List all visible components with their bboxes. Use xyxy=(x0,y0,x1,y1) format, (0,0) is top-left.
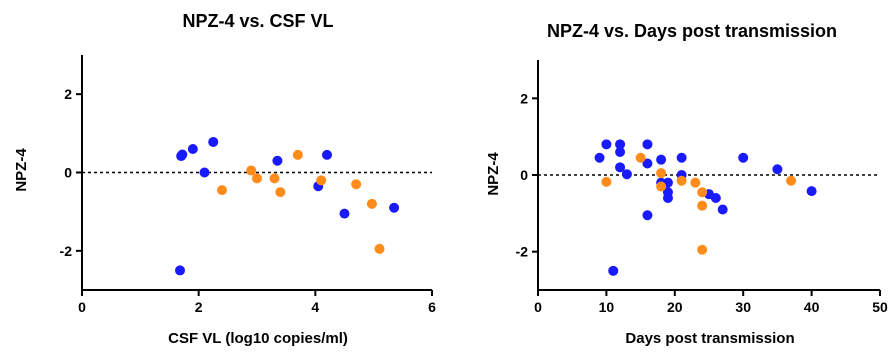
x-tick-label: 0 xyxy=(78,299,86,315)
y-tick-label: 0 xyxy=(520,167,528,183)
data-point-blue xyxy=(177,149,188,160)
data-point-orange xyxy=(366,198,377,209)
data-point-blue xyxy=(717,204,728,215)
data-point-blue xyxy=(272,155,283,166)
data-point-orange xyxy=(269,173,280,184)
y-tick-label: 2 xyxy=(64,86,72,102)
data-point-orange xyxy=(316,175,327,186)
data-point-orange xyxy=(292,149,303,160)
data-point-blue xyxy=(389,202,400,213)
data-point-blue xyxy=(175,265,185,276)
data-point-orange xyxy=(351,179,362,190)
data-point-blue xyxy=(772,164,783,175)
data-point-blue xyxy=(601,139,612,150)
data-point-blue xyxy=(608,265,619,276)
data-point-orange xyxy=(786,175,797,186)
chart-title: NPZ-4 vs. Days post transmission xyxy=(547,21,837,41)
data-point-blue xyxy=(642,210,653,221)
data-point-orange xyxy=(676,175,687,186)
x-tick-label: 2 xyxy=(195,299,203,315)
data-point-orange xyxy=(246,165,257,176)
data-point-orange xyxy=(635,152,646,163)
x-axis-label: Days post transmission xyxy=(625,330,794,347)
y-tick-label: 2 xyxy=(520,90,528,106)
x-tick-label: 40 xyxy=(804,299,820,315)
data-point-blue xyxy=(738,152,749,163)
data-point-orange xyxy=(656,168,667,179)
x-tick-label: 50 xyxy=(872,299,888,315)
data-point-orange xyxy=(697,187,708,198)
x-tick-label: 30 xyxy=(735,299,751,315)
scatter-chart-days: NPZ-4 vs. Days post transmission Days po… xyxy=(485,21,888,347)
data-point-orange xyxy=(656,181,667,192)
data-point-blue xyxy=(199,167,210,178)
data-point-blue xyxy=(339,208,350,219)
scatter-chart-csf-vl: NPZ-4 vs. CSF VL CSF VL (log10 copies/ml… xyxy=(13,11,436,347)
y-tick-label: -2 xyxy=(60,243,73,259)
data-point-blue xyxy=(594,152,605,163)
chart-title: NPZ-4 vs. CSF VL xyxy=(182,11,333,31)
y-tick-label: -2 xyxy=(516,244,529,260)
x-tick-label: 6 xyxy=(428,299,436,315)
data-point-blue xyxy=(615,147,626,157)
data-point-orange xyxy=(217,185,227,196)
data-point-blue xyxy=(656,154,667,165)
data-point-orange xyxy=(374,243,385,254)
data-point-orange xyxy=(690,177,701,188)
data-point-orange xyxy=(697,244,708,255)
data-point-blue xyxy=(187,144,198,154)
y-axis-label: NPZ-4 xyxy=(485,152,502,196)
data-point-blue xyxy=(642,139,653,150)
data-point-blue xyxy=(710,193,721,203)
chart-panel-csf-vl: NPZ-4 vs. CSF VL CSF VL (log10 copies/ml… xyxy=(13,11,436,347)
data-point-blue xyxy=(208,136,219,147)
data-point-blue xyxy=(642,158,653,169)
data-point-orange xyxy=(252,173,262,184)
x-axis-label: CSF VL (log10 copies/ml) xyxy=(168,330,348,347)
data-point-blue xyxy=(615,139,626,150)
y-axis-label: NPZ-4 xyxy=(13,148,30,192)
chart-panel-days: NPZ-4 vs. Days post transmission Days po… xyxy=(448,0,896,354)
data-point-blue xyxy=(806,186,817,197)
x-tick-label: 4 xyxy=(311,299,319,315)
data-point-blue xyxy=(662,193,673,203)
x-tick-label: 10 xyxy=(599,299,615,315)
data-point-blue xyxy=(621,169,632,180)
data-point-blue xyxy=(322,149,332,160)
data-point-blue xyxy=(676,152,687,163)
y-tick-label: 0 xyxy=(64,165,72,181)
data-point-orange xyxy=(697,200,708,211)
x-tick-label: 20 xyxy=(667,299,683,315)
data-point-orange xyxy=(601,176,612,187)
data-point-blue xyxy=(615,162,626,173)
data-point-orange xyxy=(275,187,286,198)
x-tick-label: 0 xyxy=(534,299,542,315)
